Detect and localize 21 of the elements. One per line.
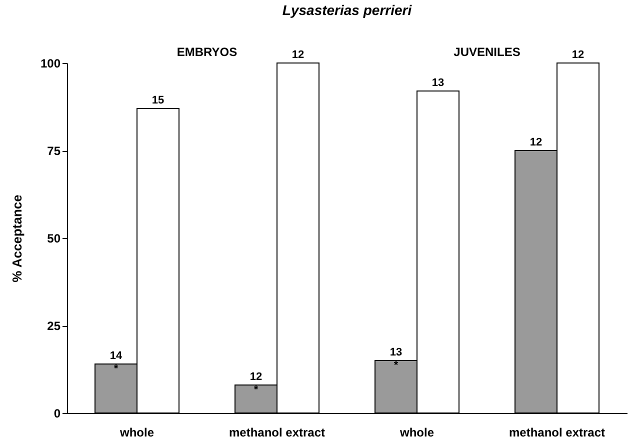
text: 12	[572, 49, 584, 61]
annotation: 14 *	[110, 350, 123, 375]
annotation: 12	[530, 136, 542, 148]
y-tick-label: 0	[54, 406, 61, 420]
x-tick-label: whole	[398, 426, 434, 440]
text: 12	[292, 49, 304, 61]
x-tick-label: whole	[118, 426, 154, 440]
y-tick-label: 75	[47, 144, 61, 158]
annotation: 13 *	[390, 346, 402, 372]
text: JUVENILES	[454, 45, 520, 59]
annotation: 12 *	[250, 371, 262, 396]
annotation: 13	[432, 77, 444, 89]
chart-title: Lysasterias perrieri	[282, 2, 413, 18]
y-tick-label: 100	[40, 56, 61, 70]
x-tick-label: methanol extract	[228, 426, 326, 440]
text: EMBRYOS	[176, 45, 238, 59]
y-axis-title: % Acceptance	[9, 194, 24, 282]
y-tick-label: 25	[47, 319, 61, 333]
x-tick-label: methanol extract	[508, 426, 606, 440]
y-tick-label: 50	[47, 232, 61, 246]
annotation: 15	[152, 94, 164, 106]
